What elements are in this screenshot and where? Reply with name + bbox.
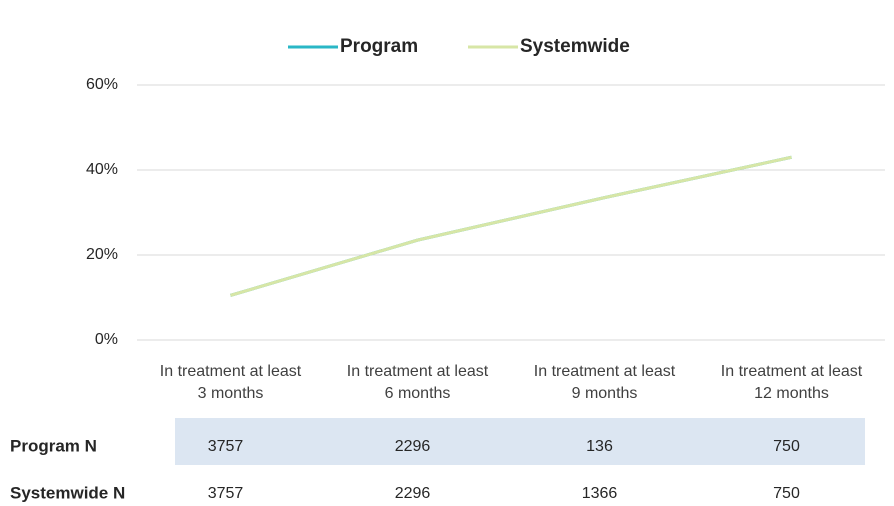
- series-line: [230, 155, 792, 297]
- table-row-label: Program N: [10, 436, 97, 455]
- x-tick-label: In treatment at least 3 months: [159, 363, 302, 402]
- table-cell: 2296: [395, 485, 431, 502]
- x-tick-label: In treatment at least 9 months: [533, 363, 676, 402]
- table-cell: 2296: [395, 438, 431, 455]
- table-row-background: [175, 418, 865, 465]
- y-tick-label: 60%: [86, 76, 118, 93]
- y-tick-label: 40%: [86, 161, 118, 178]
- table-cell: 750: [773, 485, 800, 502]
- table-cell: 1366: [582, 485, 618, 502]
- legend-label: Systemwide: [520, 36, 630, 57]
- x-tick-label: In treatment at least 12 months: [720, 363, 863, 402]
- table-cell: 3757: [208, 485, 244, 502]
- x-tick-label: In treatment at least 6 months: [346, 363, 489, 402]
- y-tick-label: 0%: [95, 331, 118, 348]
- table-cell: 750: [773, 438, 800, 455]
- y-tick-label: 20%: [86, 246, 118, 263]
- table-cell: 136: [586, 438, 613, 455]
- table-row-label: Systemwide N: [10, 483, 125, 502]
- table-cell: 3757: [208, 438, 244, 455]
- series-line: [230, 155, 792, 297]
- legend-label: Program: [340, 36, 418, 57]
